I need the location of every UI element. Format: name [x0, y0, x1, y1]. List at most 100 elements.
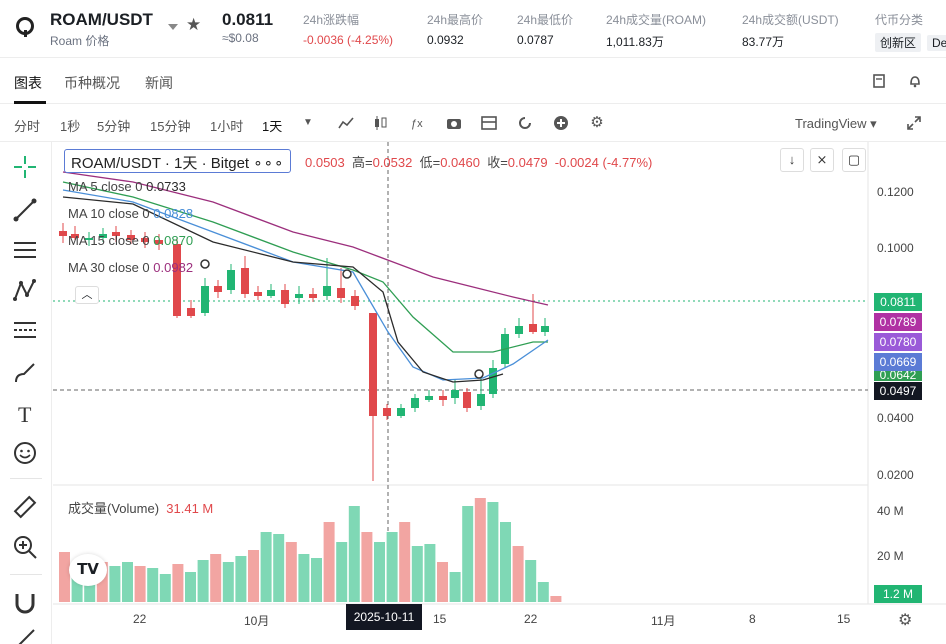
interval-15m[interactable]: 15分钟 [150, 119, 191, 134]
interval-dropdown-icon[interactable]: ▼ [303, 117, 313, 128]
tab-news[interactable]: 新闻 [145, 75, 173, 91]
volume-bar [172, 564, 184, 602]
volume-bar [374, 542, 385, 602]
tab-overview[interactable]: 币种概况 [64, 75, 120, 91]
volume-bar [147, 568, 159, 602]
candle-body [397, 408, 405, 416]
lock-tool-icon[interactable] [12, 626, 38, 644]
ruler-icon[interactable] [12, 494, 38, 520]
candle-body [71, 234, 79, 238]
interval-1h[interactable]: 1小时 [210, 119, 244, 134]
x-tick: 22 [524, 612, 538, 626]
category-tag-2[interactable]: De [927, 35, 946, 51]
candle-body [529, 324, 537, 332]
chart-canvas[interactable] [53, 142, 946, 644]
tools-divider [10, 478, 42, 479]
volume-bar [500, 522, 511, 602]
tradingview-logo[interactable]: 𝗧𝗩 [69, 554, 107, 586]
candle-body [155, 240, 163, 244]
zoom-in-icon[interactable] [12, 534, 38, 560]
stat-24h-turnover: 24h成交额(USDT) 83.77万 [742, 13, 839, 49]
last-price-usd: ≈$0.08 [222, 31, 259, 45]
candle-body [337, 288, 345, 298]
chart-settings-icon[interactable]: ⚙ [898, 612, 913, 629]
collapse-legend-button[interactable]: ︿ [75, 286, 99, 304]
stat-24h-low: 24h最低价 0.0787 [517, 13, 574, 47]
crosshair-icon[interactable] [12, 154, 38, 180]
volume-bar [449, 572, 461, 602]
ma5-line [62, 196, 504, 383]
pair-dropdown-icon[interactable] [168, 24, 178, 30]
pair-title[interactable]: ROAM/USDT [50, 10, 153, 29]
candle-body [477, 394, 485, 406]
add-icon[interactable] [553, 115, 569, 131]
pattern-tool-icon[interactable] [12, 277, 38, 303]
volume-bar [285, 542, 297, 602]
crosshair-date-label: 2025-10-11 [346, 604, 422, 630]
bell-icon[interactable] [908, 74, 922, 88]
volume-bar [134, 566, 146, 602]
x-tick: 15 [837, 612, 851, 626]
volume-bar [525, 560, 537, 602]
interval-1d[interactable]: 1天 [262, 119, 283, 134]
indicators-icon[interactable]: ƒx [410, 115, 426, 131]
fullscreen-icon[interactable] [906, 115, 922, 131]
candle-body [112, 232, 120, 236]
candle-body [59, 231, 67, 236]
interval-5m[interactable]: 5分钟 [97, 119, 131, 134]
y-tick: 0.0400 [877, 411, 914, 425]
ma5-legend: MA 5 close 0 0.0733 [68, 179, 186, 194]
tradingview-switch[interactable]: TradingView ▾ [795, 116, 877, 131]
collapse-pane-button[interactable]: ⨯ [810, 148, 834, 172]
favorite-star-icon[interactable]: ★ [186, 15, 202, 34]
volume-bar [336, 542, 348, 602]
volume-bar [411, 546, 423, 602]
price-tag-ma5: 0.0642 [874, 371, 922, 381]
volume-bar [512, 546, 524, 602]
ma15-legend: MA 15 close 0 0.0870 [68, 233, 194, 248]
marker-circle [200, 259, 210, 269]
pair-subtitle: Roam 价格 [50, 34, 110, 48]
volume-bar [235, 556, 247, 602]
candle-body [85, 238, 93, 240]
category-tag[interactable]: 创新区 [875, 33, 922, 52]
text-tool-icon[interactable]: T [12, 400, 38, 426]
chart-toolbar: 分时 1秒 5分钟 15分钟 1小时 1天 ▼ ƒx ⚙ TradingView… [0, 104, 946, 142]
candle-body [187, 308, 195, 316]
horizontal-lines-icon[interactable] [12, 237, 38, 263]
candle-body [173, 244, 181, 316]
trend-line-icon[interactable] [12, 197, 38, 223]
interval-1s[interactable]: 1秒 [60, 119, 81, 134]
x-tick: 15 [433, 612, 447, 626]
settings-gear-icon[interactable]: ⚙ [590, 114, 604, 131]
x-tick: 10月 [244, 614, 270, 628]
fib-tool-icon[interactable] [12, 318, 38, 344]
ma30-line [62, 171, 549, 306]
maximize-pane-button[interactable]: ▢ [842, 148, 866, 172]
book-icon[interactable] [872, 74, 886, 88]
refresh-icon[interactable] [517, 115, 533, 131]
chart-legend-title[interactable]: ROAM/USDT · 1天 · Bitget ∘∘∘ [64, 149, 292, 173]
volume-bar [474, 498, 486, 602]
volume-bar [96, 562, 108, 602]
candle-body [369, 313, 377, 416]
move-down-button[interactable]: ↓ [780, 148, 804, 172]
indicator-chart-icon[interactable] [338, 115, 354, 131]
brush-icon[interactable] [12, 360, 38, 386]
layout-icon[interactable] [481, 115, 497, 131]
tab-chart[interactable]: 图表 [14, 75, 42, 91]
vol-tick: 40 M [877, 504, 904, 518]
camera-icon[interactable] [446, 115, 462, 131]
volume-bar [71, 574, 83, 602]
magnet-icon[interactable] [12, 590, 38, 616]
candlestick-icon[interactable] [372, 115, 388, 131]
interval-timeline[interactable]: 分时 [14, 119, 41, 134]
vol-tick: 20 M [877, 549, 904, 563]
volume-bar [248, 550, 259, 602]
candle-body [541, 326, 549, 332]
tab-active-indicator [14, 101, 46, 104]
price-chart[interactable]: ROAM/USDT · 1天 · Bitget ∘∘∘ 0.0503 高=0.0… [53, 142, 946, 644]
volume-bar [159, 574, 171, 602]
emoji-icon[interactable] [12, 440, 38, 466]
candle-body [281, 290, 289, 304]
